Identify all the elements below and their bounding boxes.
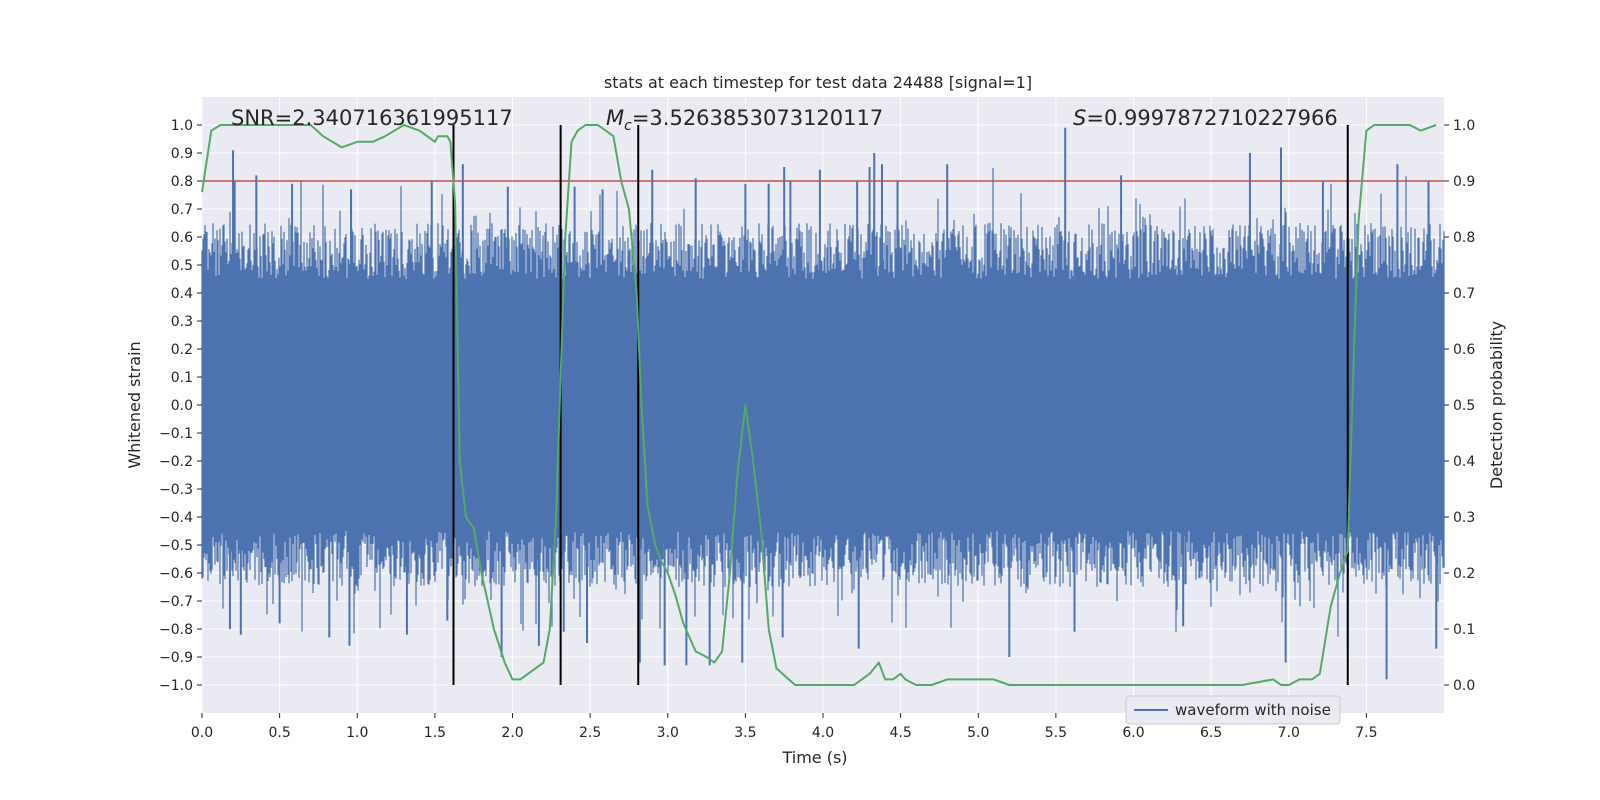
x-tick-label: 3.5: [734, 725, 756, 741]
y2-tick-label: 0.4: [1453, 454, 1475, 470]
x-tick-label: 7.5: [1355, 725, 1377, 741]
x-tick-label: 1.0: [346, 725, 368, 741]
y2-tick-label: 0.5: [1453, 398, 1475, 414]
x-tick-label: 5.5: [1045, 725, 1067, 741]
x-tick-label: 4.0: [812, 725, 834, 741]
y2-tick-label: 0.3: [1453, 510, 1475, 526]
score-annotation: S=0.9997872710227966: [1073, 106, 1338, 130]
y2-tick-label: 1.0: [1453, 118, 1475, 134]
y-tick-label: 0.5: [171, 258, 193, 274]
y-axis-label: Whitened strain: [125, 341, 144, 468]
y-tick-label: −0.2: [159, 454, 193, 470]
y-tick-label: −0.4: [159, 510, 193, 526]
y-tick-label: 0.1: [171, 370, 193, 386]
y-tick-label: 0.3: [171, 314, 193, 330]
x-axis-label: Time (s): [781, 748, 847, 767]
y-tick-label: 0.2: [171, 342, 193, 358]
x-tick-label: 6.0: [1122, 725, 1144, 741]
score-value: =0.9997872710227966: [1086, 106, 1337, 130]
chirp-mass-value: =3.5263853073120117: [632, 106, 883, 130]
y-tick-label: 0.0: [171, 398, 193, 414]
y-tick-label: 0.8: [171, 174, 193, 190]
chirp-mass-symbol: M: [606, 106, 624, 130]
y-tick-label: −0.9: [159, 650, 193, 666]
x-tick-label: 0.5: [268, 725, 290, 741]
x-tick-label: 6.5: [1200, 725, 1222, 741]
waveform-series: [201, 127, 1445, 680]
y-tick-label: −0.3: [159, 482, 193, 498]
legend: waveform with noise: [1125, 695, 1341, 725]
y-tick-label: −0.1: [159, 426, 193, 442]
chirp-mass-subscript: c: [624, 118, 632, 134]
chart-title: stats at each timestep for test data 244…: [604, 73, 1032, 92]
y2-tick-label: 0.2: [1453, 566, 1475, 582]
probability-line: [201, 124, 1437, 686]
waveform-core: [202, 298, 1444, 512]
y2-tick-label: 0.9: [1453, 174, 1475, 190]
y-tick-label: −0.7: [159, 594, 193, 610]
y-tick-label: 0.4: [171, 286, 193, 302]
x-tick-label: 3.0: [657, 725, 679, 741]
axis-ticks: 0.0 0.5 1.0 1.5 2.0 2.5 3.0 3.5 4.0 4.5 5.0 5.5 6.0 6…: [159, 118, 1475, 741]
x-tick-label: 5.0: [967, 725, 989, 741]
y2-tick-label: 0.1: [1453, 622, 1475, 638]
y2-tick-label: 0.0: [1453, 678, 1475, 694]
x-tick-label: 1.5: [424, 725, 446, 741]
score-symbol: S: [1073, 106, 1086, 130]
y-tick-label: −0.6: [159, 566, 193, 582]
x-tick-label: 2.0: [501, 725, 523, 741]
y-tick-label: 1.0: [171, 118, 193, 134]
y2-tick-label: 0.7: [1453, 286, 1475, 302]
legend-label-waveform: waveform with noise: [1175, 701, 1331, 719]
legend-frame: [1125, 695, 1341, 725]
y2-tick-label: 0.6: [1453, 342, 1475, 358]
chirp-mass-annotation: Mc=3.5263853073120117: [606, 106, 883, 134]
probability-series: [201, 124, 1437, 686]
x-tick-label: 2.5: [579, 725, 601, 741]
y2-axis-label: Detection probability: [1487, 321, 1506, 489]
x-tick-label: 4.5: [889, 725, 911, 741]
y-tick-label: −0.8: [159, 622, 193, 638]
x-tick-label: 0.0: [191, 725, 213, 741]
x-tick-label: 7.0: [1278, 725, 1300, 741]
y2-tick-label: 0.8: [1453, 230, 1475, 246]
y-tick-label: 0.6: [171, 230, 193, 246]
y-tick-label: −0.5: [159, 538, 193, 554]
y-tick-label: 0.7: [171, 202, 193, 218]
y-tick-label: −1.0: [159, 678, 193, 694]
snr-annotation: SNR=2.340716361995117: [231, 106, 513, 130]
y-tick-label: 0.9: [171, 146, 193, 162]
